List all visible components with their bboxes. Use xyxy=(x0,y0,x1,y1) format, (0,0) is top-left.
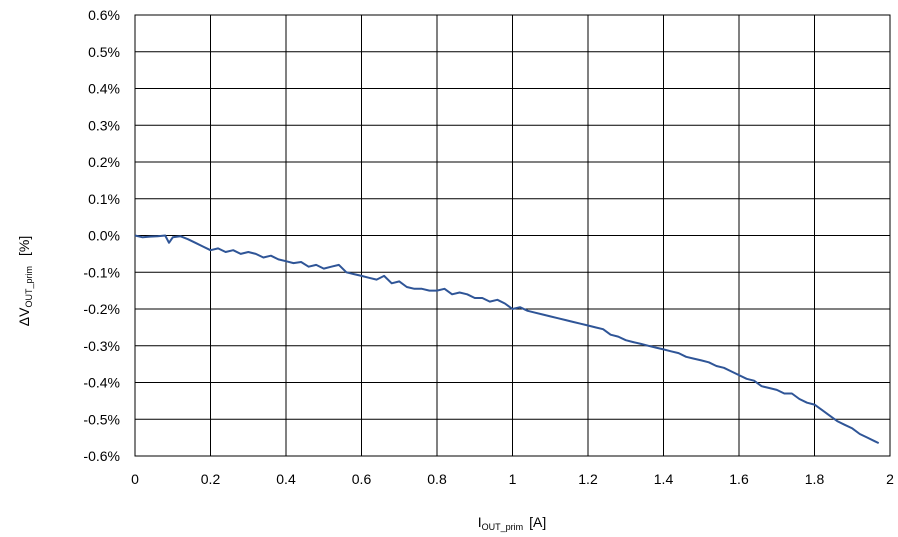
y-tick-label: 0.3% xyxy=(88,117,120,133)
y-tick-label: 0.6% xyxy=(88,7,120,23)
y-tick-label: -0.1% xyxy=(83,264,120,280)
y-tick-label: 0.1% xyxy=(88,191,120,207)
x-tick-label: 0.6 xyxy=(352,471,372,487)
y-axis-ticks: 0.6% 0.5% 0.4% 0.3% 0.2% 0.1% 0.0% -0.1% -0.2% -0… xyxy=(83,7,120,464)
x-tick-label: 1.2 xyxy=(578,471,598,487)
y-tick-label: -0.4% xyxy=(83,375,120,391)
y-tick-label: 0.2% xyxy=(88,154,120,170)
y-tick-label: 0.0% xyxy=(88,228,120,244)
y-tick-label: -0.3% xyxy=(83,338,120,354)
y-tick-label: -0.2% xyxy=(83,301,120,317)
y-axis-label-unit: [%] xyxy=(16,236,32,256)
y-axis-label: ΔVOUT_prim [%] xyxy=(16,236,34,326)
y-tick-label: 0.4% xyxy=(88,81,120,97)
y-tick-label: -0.5% xyxy=(83,411,120,427)
series-line xyxy=(134,234,880,445)
x-tick-label: 0.2 xyxy=(201,471,221,487)
x-axis-label-main: I xyxy=(478,514,482,530)
x-tick-label: 1 xyxy=(509,471,517,487)
y-tick-label: -0.6% xyxy=(83,448,120,464)
x-tick-label: 0.4 xyxy=(276,471,296,487)
x-tick-label: 1.6 xyxy=(729,471,749,487)
x-tick-label: 2 xyxy=(886,471,894,487)
x-axis-label-unit: [A] xyxy=(529,514,546,530)
x-tick-label: 1.4 xyxy=(654,471,674,487)
series-layer xyxy=(134,234,880,445)
y-axis-label-sub: OUT_prim xyxy=(24,266,34,308)
y-tick-label: 0.5% xyxy=(88,44,120,60)
x-axis-ticks: 0 0.2 0.4 0.6 0.8 1 1.2 1.4 1.6 1.8 2 xyxy=(131,471,894,487)
x-tick-label: 0.8 xyxy=(427,471,447,487)
x-tick-label: 1.8 xyxy=(805,471,825,487)
x-axis-label: IOUT_prim [A] xyxy=(478,514,547,532)
x-tick-label: 0 xyxy=(131,471,139,487)
y-axis-label-prefix: ΔV xyxy=(16,307,32,326)
grid xyxy=(134,14,891,457)
x-axis-label-sub: OUT_prim xyxy=(482,522,524,532)
